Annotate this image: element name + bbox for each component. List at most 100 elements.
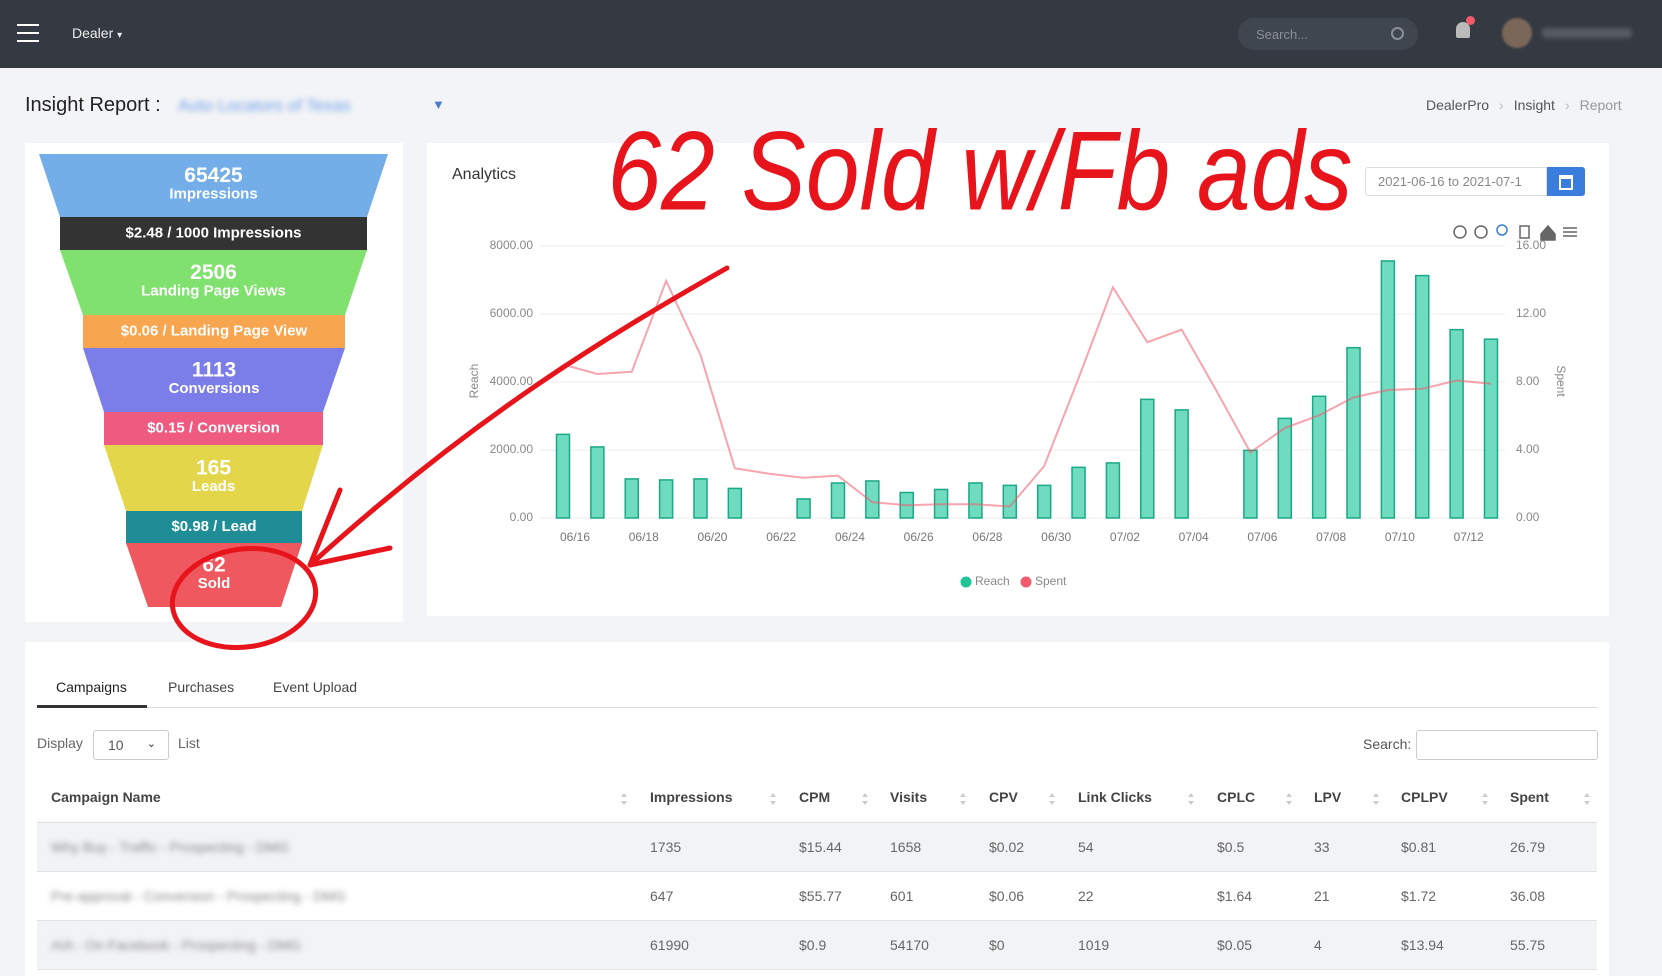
column-header[interactable]: Spent bbox=[1510, 789, 1549, 805]
menu[interactable] bbox=[1563, 227, 1577, 237]
sort-icon[interactable] bbox=[621, 793, 629, 805]
calendar-button[interactable] bbox=[1547, 167, 1585, 196]
tab[interactable]: Purchases bbox=[168, 679, 235, 695]
breadcrumb[interactable]: DealerPro bbox=[1426, 97, 1490, 113]
column-header[interactable]: Visits bbox=[890, 789, 928, 805]
y2-tick-label: 4.00 bbox=[1516, 442, 1540, 456]
page-size: 10 bbox=[108, 737, 124, 753]
hamburger[interactable] bbox=[17, 24, 39, 42]
dealer-caret[interactable]: ▼ bbox=[432, 97, 445, 112]
column-header[interactable]: Campaign Name bbox=[51, 789, 161, 805]
cell: $1.64 bbox=[1217, 888, 1253, 904]
sort-icon[interactable] bbox=[862, 793, 870, 805]
display-label: Display bbox=[37, 735, 83, 751]
search-label: Search: bbox=[1363, 736, 1412, 752]
cell: 647 bbox=[650, 888, 674, 904]
cell: $15.44 bbox=[799, 839, 842, 855]
search-placeholder: Search... bbox=[1256, 27, 1309, 42]
stage-label: Leads bbox=[192, 478, 235, 495]
breadcrumb[interactable]: Insight bbox=[1513, 97, 1555, 113]
analytics-title: Analytics bbox=[452, 166, 516, 183]
rate-text: $0.98 / Lead bbox=[171, 518, 256, 535]
funnel-stage bbox=[104, 445, 323, 511]
column-header[interactable]: CPM bbox=[799, 789, 831, 805]
table-row bbox=[37, 921, 1597, 970]
funnel-stage bbox=[60, 250, 367, 315]
y2-tick-label: 0.00 bbox=[1516, 510, 1540, 524]
legend-marker bbox=[960, 576, 972, 588]
rate-bar bbox=[60, 217, 367, 250]
y2-tick-label: 16.00 bbox=[1516, 238, 1546, 252]
cell: $0.05 bbox=[1217, 937, 1253, 953]
zoom[interactable] bbox=[1496, 224, 1508, 236]
search-box[interactable]: Search... bbox=[1238, 18, 1418, 50]
stage-value: 2506 bbox=[190, 261, 237, 284]
cell: 54170 bbox=[890, 937, 929, 953]
date-range: 2021-06-16 to 2021-07-1 bbox=[1378, 174, 1522, 189]
column-header[interactable]: Link Clicks bbox=[1078, 789, 1152, 805]
zoom-in[interactable] bbox=[1453, 225, 1467, 239]
rate-bar bbox=[126, 511, 302, 543]
y-tick-label: 8000.00 bbox=[490, 238, 534, 252]
cell: $0.02 bbox=[989, 839, 1025, 855]
cell: $0 bbox=[989, 937, 1005, 953]
tab-line bbox=[37, 707, 1597, 708]
funnel-stage bbox=[126, 543, 302, 607]
dealer-menu[interactable]: Dealer ▾ bbox=[72, 25, 123, 41]
tab[interactable]: Campaigns bbox=[56, 679, 127, 695]
y-tick-label: 2000.00 bbox=[490, 442, 534, 456]
x-tick-label: 07/06 bbox=[1247, 530, 1277, 544]
bar bbox=[1105, 462, 1121, 519]
y2-axis-title: Spent bbox=[1554, 365, 1568, 397]
column-header[interactable]: Impressions bbox=[650, 789, 733, 805]
funnel-stage bbox=[83, 348, 345, 412]
table-search[interactable] bbox=[1416, 730, 1598, 760]
sort-icon[interactable] bbox=[1286, 793, 1294, 805]
zoom-out[interactable] bbox=[1474, 225, 1488, 239]
column-header[interactable]: LPV bbox=[1314, 789, 1342, 805]
cell: $0.9 bbox=[799, 937, 827, 953]
date-input[interactable]: 2021-06-16 to 2021-07-1 bbox=[1365, 167, 1547, 196]
sort-icon[interactable] bbox=[1188, 793, 1196, 805]
page-size-select[interactable]: 10 ⌄ bbox=[93, 730, 169, 760]
bar bbox=[1036, 484, 1052, 519]
y2-tick-label: 12.00 bbox=[1516, 306, 1546, 320]
cell: $1.72 bbox=[1401, 888, 1437, 904]
column-header[interactable]: CPLPV bbox=[1401, 789, 1448, 805]
y2-tick-label: 8.00 bbox=[1516, 374, 1540, 388]
sort-icon[interactable] bbox=[1482, 793, 1490, 805]
bar bbox=[1415, 274, 1430, 519]
sort-icon[interactable] bbox=[1584, 793, 1592, 805]
rate-text: $2.48 / 1000 Impressions bbox=[126, 224, 302, 241]
dealer-select[interactable]: Auto Locators of Texas bbox=[178, 96, 351, 115]
stage-value: 65425 bbox=[184, 164, 243, 187]
header-line bbox=[37, 822, 1597, 823]
rate-bar bbox=[83, 315, 345, 348]
sort-icon[interactable] bbox=[960, 793, 968, 805]
tab-active bbox=[37, 705, 147, 708]
sort-icon[interactable] bbox=[1049, 793, 1057, 805]
pan[interactable] bbox=[1519, 225, 1530, 239]
bell[interactable] bbox=[1456, 22, 1470, 38]
cell: 33 bbox=[1314, 839, 1330, 855]
table-row bbox=[37, 872, 1597, 921]
list-label: List bbox=[178, 735, 200, 751]
sort-icon[interactable] bbox=[770, 793, 778, 805]
x-tick-label: 06/18 bbox=[629, 530, 659, 544]
avatar[interactable] bbox=[1502, 18, 1532, 48]
annotation-circle bbox=[169, 545, 319, 651]
tab[interactable]: Event Upload bbox=[273, 679, 358, 695]
cell: 54 bbox=[1078, 839, 1094, 855]
bell-badge bbox=[1466, 16, 1475, 25]
stage-label: Landing Page Views bbox=[141, 283, 286, 300]
bar bbox=[727, 487, 743, 519]
chart: 0.00 2000.00 4000.00 6000.00 8000.00 0.00 4.00… bbox=[467, 238, 1568, 588]
stage-label: Impressions bbox=[169, 185, 257, 202]
home[interactable] bbox=[1540, 224, 1556, 241]
sort-icon[interactable] bbox=[1373, 793, 1381, 805]
x-tick-label: 06/24 bbox=[835, 530, 865, 544]
column-header[interactable]: CPLC bbox=[1217, 789, 1256, 805]
column-header[interactable]: CPV bbox=[989, 789, 1018, 805]
user-name bbox=[1542, 28, 1632, 38]
